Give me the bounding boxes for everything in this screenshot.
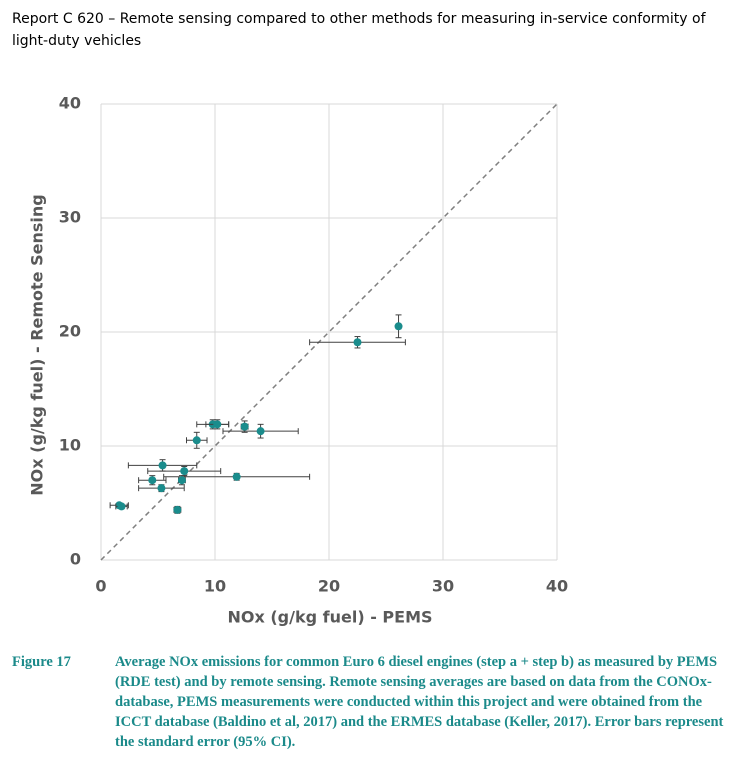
x-tick-label: 30 <box>432 577 454 596</box>
y-tick-label: 40 <box>59 94 81 113</box>
point <box>180 467 189 476</box>
point <box>394 322 403 331</box>
y-axis-title: NOx (g/kg fuel) - Remote Sensing <box>28 194 47 495</box>
y-tick-label: 30 <box>59 208 81 227</box>
point <box>213 420 222 429</box>
point <box>256 427 265 436</box>
caption: Figure 17 Average NOx emissions for comm… <box>12 652 727 752</box>
caption-text: Average NOx emissions for common Euro 6 … <box>115 654 724 750</box>
x-tick-label: 40 <box>546 577 568 596</box>
x-tick-label: 0 <box>95 577 106 596</box>
x-tick-label: 10 <box>204 577 226 596</box>
figure-label: Figure 17 <box>12 654 71 670</box>
header-title: Report C 620 – Remote sensing compared t… <box>12 11 706 49</box>
point <box>353 338 362 347</box>
point <box>157 484 166 493</box>
x-axis-title: NOx (g/kg fuel) - PEMS <box>227 608 432 627</box>
point <box>158 461 167 470</box>
y-tick-label: 0 <box>70 550 81 569</box>
point <box>117 502 126 511</box>
point <box>240 422 249 431</box>
y-tick-label: 10 <box>59 436 81 455</box>
chart: NOx (g/kg fuel) - PEMS NOx (g/kg fuel) -… <box>28 94 569 627</box>
point <box>192 436 201 445</box>
point <box>177 476 186 485</box>
point <box>173 505 182 514</box>
x-tick-label: 20 <box>318 577 340 596</box>
y-tick-label: 20 <box>59 322 81 341</box>
point <box>148 476 157 485</box>
point <box>232 472 241 481</box>
